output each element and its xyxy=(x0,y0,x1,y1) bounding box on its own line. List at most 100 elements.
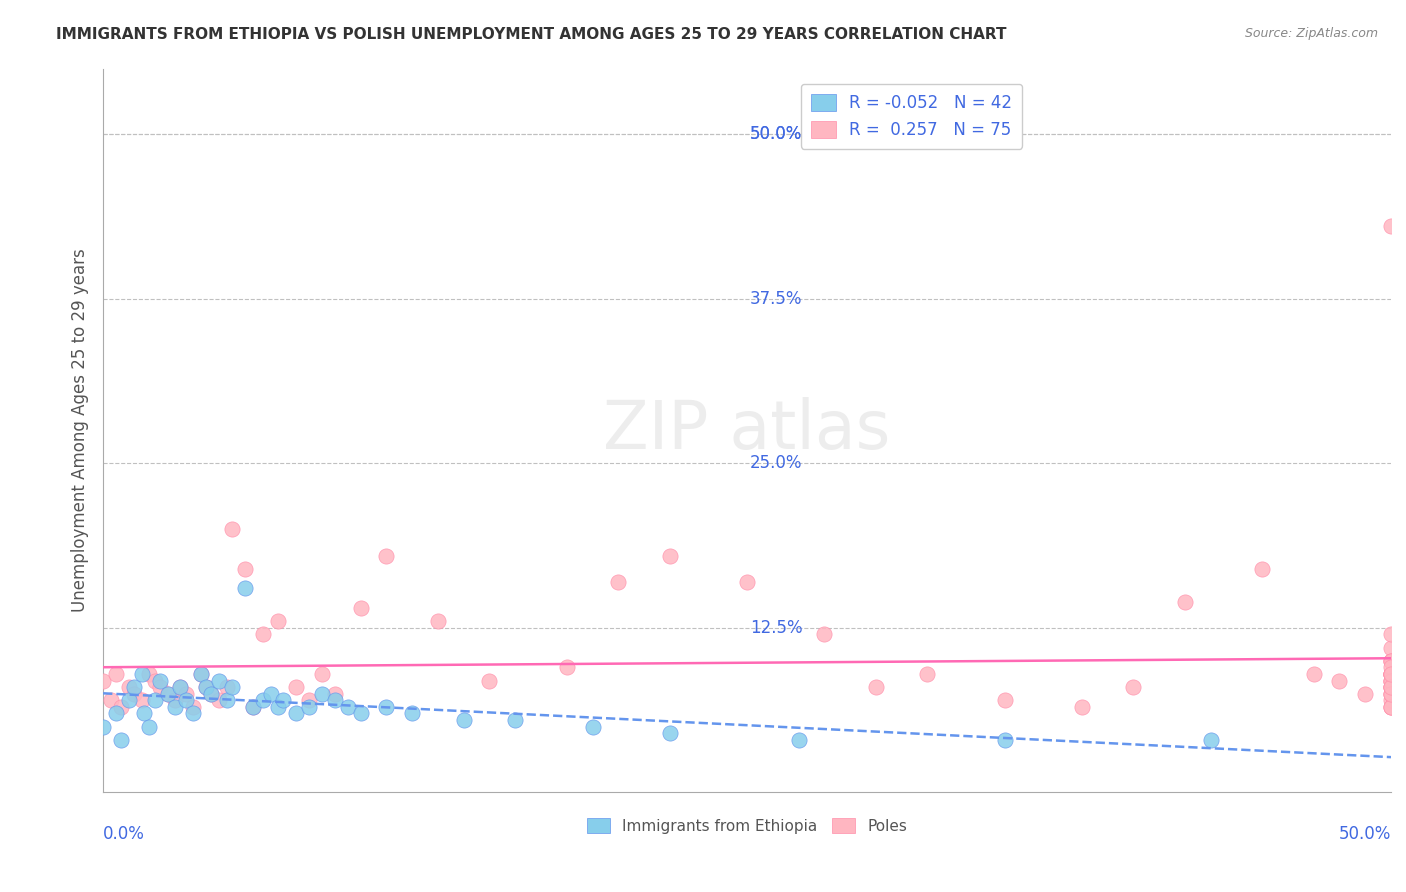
Point xyxy=(1379,680,1402,694)
Text: 50.0%: 50.0% xyxy=(749,126,801,144)
Point xyxy=(252,627,274,641)
Point xyxy=(165,699,187,714)
Point xyxy=(174,693,197,707)
Point xyxy=(1379,680,1402,694)
Point xyxy=(242,699,264,714)
Point xyxy=(503,713,526,727)
Point xyxy=(200,687,222,701)
Point xyxy=(607,574,630,589)
Point xyxy=(233,562,256,576)
Point xyxy=(190,667,212,681)
Point xyxy=(195,680,218,694)
Legend: Immigrants from Ethiopia, Poles: Immigrants from Ethiopia, Poles xyxy=(578,808,917,843)
Point xyxy=(105,667,128,681)
Point xyxy=(169,680,191,694)
Point xyxy=(138,667,160,681)
Point xyxy=(298,699,321,714)
Point xyxy=(122,687,145,701)
Point xyxy=(1379,667,1402,681)
Point xyxy=(323,687,346,701)
Point xyxy=(1379,654,1402,668)
Point xyxy=(658,549,681,563)
Point xyxy=(336,699,359,714)
Point xyxy=(221,680,243,694)
Point xyxy=(994,732,1017,747)
Point xyxy=(1379,660,1402,674)
Point xyxy=(1379,219,1402,234)
Point xyxy=(1379,627,1402,641)
Point xyxy=(427,615,450,629)
Point xyxy=(267,699,290,714)
Point xyxy=(1379,667,1402,681)
Point xyxy=(252,693,274,707)
Point xyxy=(1070,699,1092,714)
Point xyxy=(1379,667,1402,681)
Point xyxy=(865,680,887,694)
Point xyxy=(350,706,373,721)
Point xyxy=(138,720,160,734)
Point xyxy=(91,720,114,734)
Point xyxy=(1379,687,1402,701)
Point xyxy=(1379,654,1402,668)
Point xyxy=(658,726,681,740)
Point xyxy=(298,693,321,707)
Point xyxy=(208,673,231,688)
Point xyxy=(208,693,231,707)
Point xyxy=(190,667,212,681)
Text: Source: ZipAtlas.com: Source: ZipAtlas.com xyxy=(1244,27,1378,40)
Point xyxy=(267,615,290,629)
Point xyxy=(143,673,166,688)
Point xyxy=(165,693,187,707)
Point xyxy=(110,699,132,714)
Point xyxy=(149,680,172,694)
Point xyxy=(195,680,218,694)
Point xyxy=(110,732,132,747)
Text: 37.5%: 37.5% xyxy=(749,290,803,308)
Point xyxy=(478,673,501,688)
Point xyxy=(1379,667,1402,681)
Point xyxy=(156,687,179,701)
Point xyxy=(285,680,308,694)
Point xyxy=(735,574,758,589)
Point xyxy=(259,687,281,701)
Point xyxy=(1354,687,1376,701)
Point xyxy=(401,706,423,721)
Point xyxy=(1379,673,1402,688)
Point xyxy=(917,667,939,681)
Y-axis label: Unemployment Among Ages 25 to 29 years: Unemployment Among Ages 25 to 29 years xyxy=(72,249,89,612)
Point xyxy=(1379,680,1402,694)
Point xyxy=(134,706,156,721)
Point xyxy=(323,693,346,707)
Point xyxy=(350,601,373,615)
Text: 25.0%: 25.0% xyxy=(749,454,803,473)
Point xyxy=(1302,667,1324,681)
Point xyxy=(1379,687,1402,701)
Point xyxy=(149,673,172,688)
Point xyxy=(1379,680,1402,694)
Point xyxy=(273,693,295,707)
Point xyxy=(1379,699,1402,714)
Point xyxy=(181,699,204,714)
Point xyxy=(994,693,1017,707)
Point xyxy=(1379,693,1402,707)
Point xyxy=(1379,673,1402,688)
Point xyxy=(100,693,122,707)
Point xyxy=(1379,654,1402,668)
Text: 0.0%: 0.0% xyxy=(103,825,145,843)
Point xyxy=(215,680,238,694)
Point xyxy=(1174,594,1197,608)
Point xyxy=(311,687,333,701)
Point xyxy=(453,713,475,727)
Text: ZIP atlas: ZIP atlas xyxy=(603,398,891,464)
Point xyxy=(156,687,179,701)
Point xyxy=(375,549,398,563)
Point xyxy=(285,706,308,721)
Point xyxy=(1379,687,1402,701)
Point xyxy=(105,706,128,721)
Text: 12.5%: 12.5% xyxy=(749,619,803,637)
Point xyxy=(375,699,398,714)
Point xyxy=(174,687,197,701)
Point xyxy=(1379,699,1402,714)
Point xyxy=(1379,667,1402,681)
Point xyxy=(215,693,238,707)
